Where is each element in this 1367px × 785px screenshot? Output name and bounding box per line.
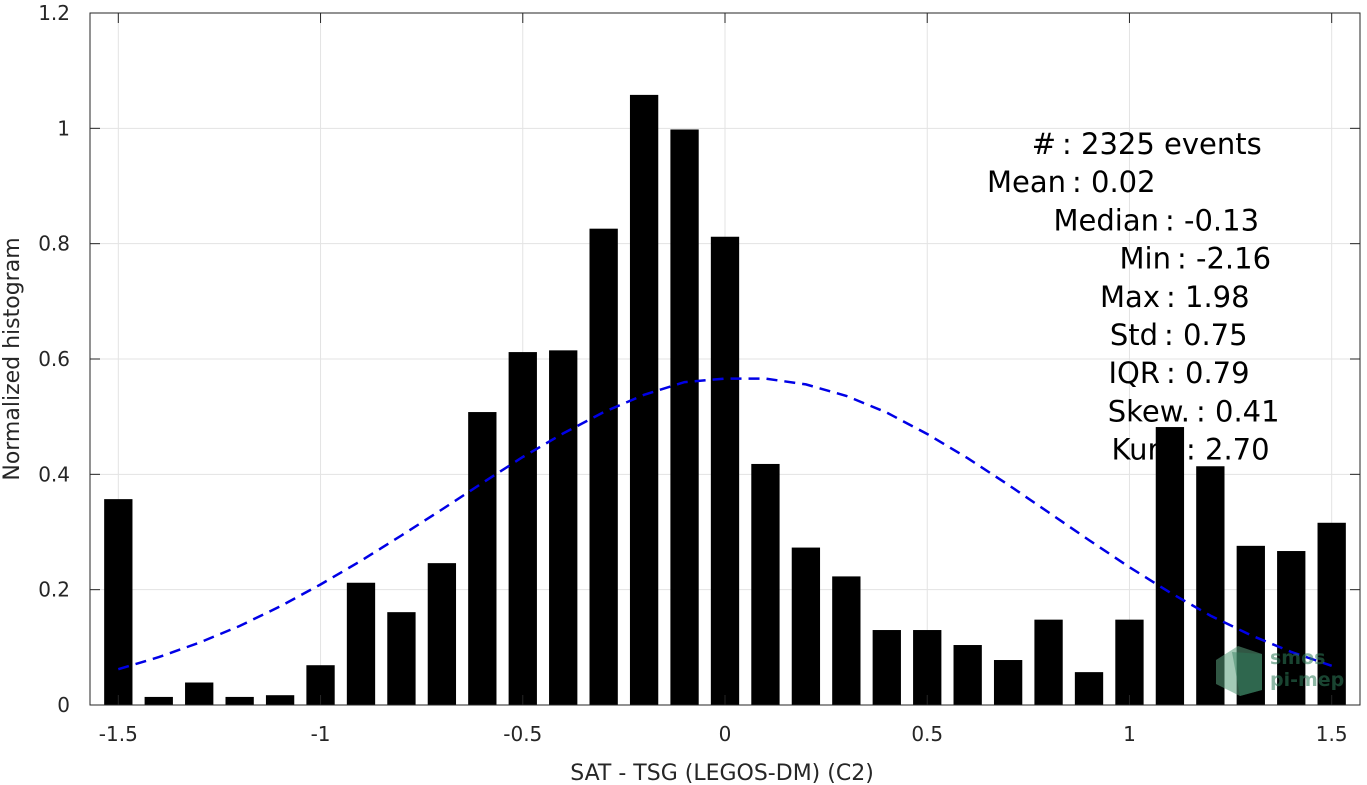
x-tick-label-2: -0.5 [503,722,542,746]
x-tick-label-6: 1.5 [1316,722,1348,746]
stat-label-1: Mean [987,165,1066,199]
bar-16 [751,464,779,705]
y-tick-label-3: 0.6 [38,347,70,371]
bar-25 [1115,620,1143,705]
bar-2 [185,683,213,705]
x-tick-label-1: -1 [311,722,331,746]
stat-value-2: : -0.13 [1165,203,1259,237]
y-tick-label-1: 0.2 [38,578,70,602]
bar-26 [1156,427,1184,705]
statistics-annotation: # : 2325 events Mean: 0.02 Median: -0.13 Mi… [987,127,1280,467]
bar-21 [954,645,982,705]
bar-6 [347,583,375,705]
stat-label-2: Median [1054,203,1159,237]
bar-8 [428,563,456,705]
y-tick-label-0: 0 [57,693,70,717]
bar-23 [1034,620,1062,705]
x-tick-labels: -1.5 -1 -0.5 0 0.5 1 1.5 [99,722,1348,746]
stat-value-4: : 1.98 [1166,280,1250,314]
bar-10 [509,352,537,705]
bar-17 [792,548,820,705]
stat-label-0: # [1032,127,1056,161]
bar-12 [590,229,618,705]
stat-label-5: Std [1110,318,1158,352]
stat-label-8: Kurt. [1112,433,1180,467]
stat-value-1: : 0.02 [1072,165,1156,199]
logo-text-smos: smos [1270,647,1325,669]
bar-19 [873,630,901,705]
stat-label-4: Max [1100,280,1160,314]
bar-22 [994,660,1022,705]
bar-20 [913,630,941,705]
y-axis-label: Normalized histogram [0,237,25,480]
x-tick-label-3: 0 [719,722,732,746]
bar-18 [832,576,860,705]
bar-3 [225,697,253,705]
bar-7 [387,612,415,705]
stat-value-5: : 0.75 [1164,318,1248,352]
bar-1 [145,697,173,705]
logo-text-pimep: pi-mep [1270,669,1344,691]
y-tick-label-5: 1 [57,116,70,140]
x-tick-label-0: -1.5 [99,722,138,746]
stat-value-8: : 2.70 [1186,433,1270,467]
bar-4 [266,695,294,705]
smos-pimep-logo: smos pi-mep [1216,646,1344,696]
bar-11 [549,350,577,705]
x-tick-label-5: 1 [1123,722,1136,746]
stat-label-3: Min [1120,242,1171,276]
x-axis-label: SAT - TSG (LEGOS-DM) (C2) [570,761,874,785]
stat-value-6: : 0.79 [1166,356,1250,390]
stat-value-0: : 2325 events [1062,127,1262,161]
x-tick-label-4: 0.5 [911,722,943,746]
bar-14 [670,129,698,705]
bar-0 [104,499,132,705]
y-tick-label-6: 1.2 [38,1,70,25]
stat-label-7: Skew. [1108,394,1190,428]
stat-value-7: : 0.41 [1196,394,1280,428]
stat-label-6: IQR [1108,356,1160,390]
y-tick-labels: 0 0.2 0.4 0.6 0.8 1 1.2 [38,1,70,717]
bar-24 [1075,672,1103,705]
stat-value-3: : -2.16 [1177,242,1271,276]
y-tick-label-2: 0.4 [38,462,70,486]
y-tick-label-4: 0.8 [38,232,70,256]
bar-15 [711,237,739,705]
bar-9 [468,412,496,705]
